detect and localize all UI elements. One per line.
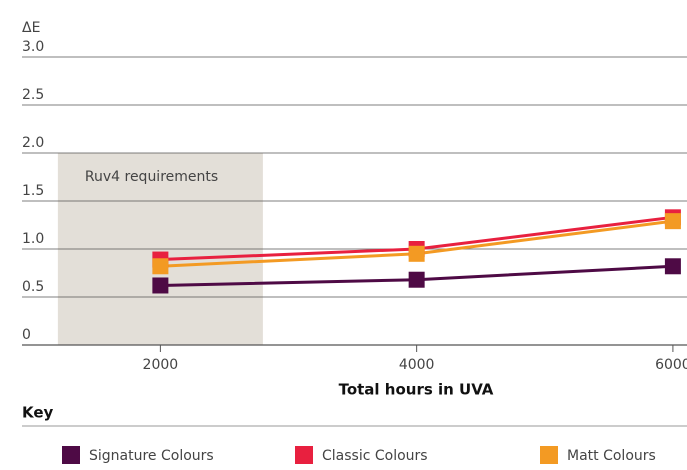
y-tick-label: 2.5 <box>22 87 44 103</box>
legend-swatch <box>62 446 80 464</box>
x-axis-label: Total hours in UVA <box>339 381 494 399</box>
y-tick-label: 0.5 <box>22 279 44 295</box>
y-tick-label: 2.0 <box>22 135 44 151</box>
legend-swatch <box>540 446 558 464</box>
y-tick-label: 0 <box>22 327 31 343</box>
x-tick-label: 6000 <box>655 357 687 373</box>
legend-label: Classic Colours <box>322 448 428 464</box>
x-tick-label: 4000 <box>399 357 435 373</box>
legend-swatch <box>295 446 313 464</box>
legend-label: Matt Colours <box>567 448 656 464</box>
legend-label: Signature Colours <box>89 448 214 464</box>
data-point <box>664 258 681 275</box>
y-tick-label: 3.0 <box>22 39 44 55</box>
data-point <box>664 213 681 230</box>
y-axis-label: ΔE <box>22 20 40 36</box>
annotation-text: Ruv4 requirements <box>85 169 218 185</box>
y-tick-label: 1.5 <box>22 183 44 199</box>
y-tick-label: 1.0 <box>22 231 44 247</box>
data-point <box>408 245 425 262</box>
legend-title: Key <box>22 404 54 422</box>
data-point <box>408 271 425 288</box>
data-point <box>152 277 169 294</box>
data-point <box>152 258 169 275</box>
x-tick-label: 2000 <box>143 357 179 373</box>
